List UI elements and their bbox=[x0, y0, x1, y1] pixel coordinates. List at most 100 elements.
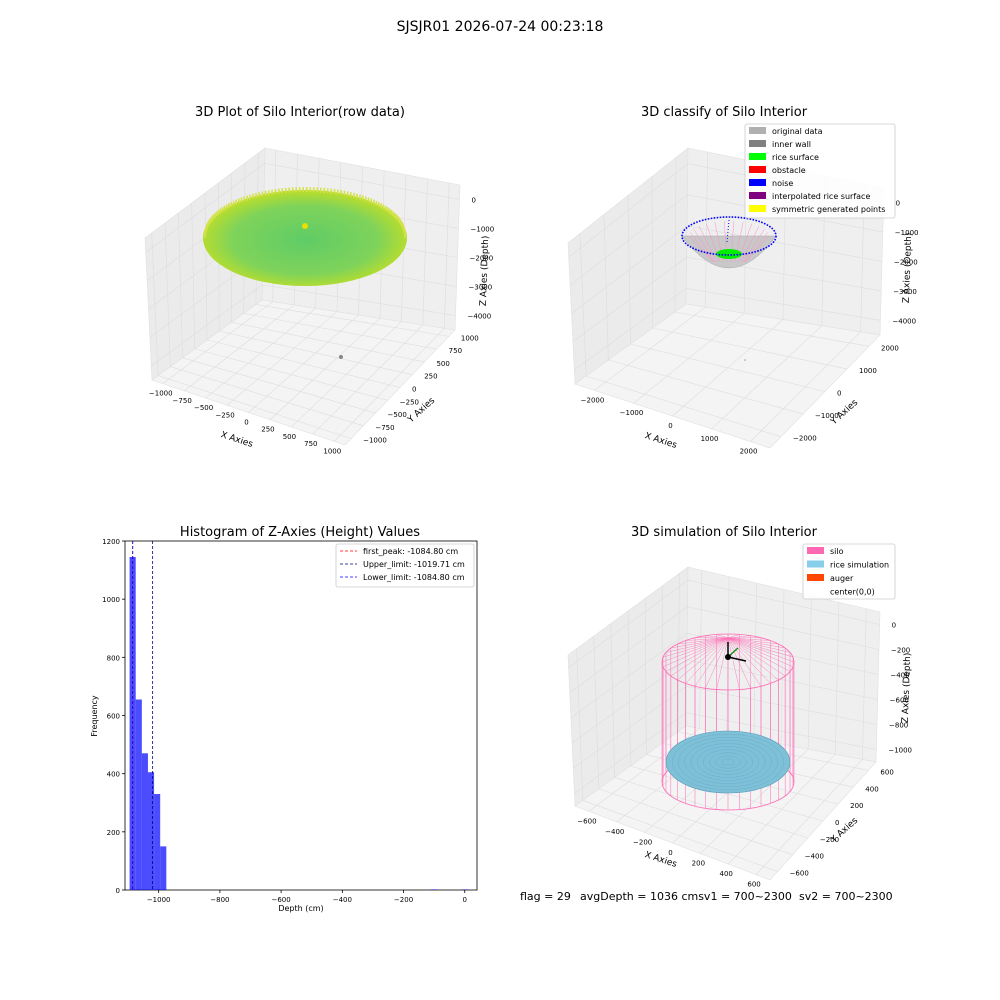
panel4-xtick-label: 0 bbox=[668, 849, 672, 857]
silo-roof-line bbox=[727, 637, 740, 690]
silo-roof-line bbox=[727, 637, 779, 645]
panel4-ygrid bbox=[630, 765, 824, 822]
panel4-ygrid-left bbox=[644, 598, 647, 755]
auger-axis-x bbox=[727, 656, 747, 662]
histogram-xtick-label: −600 bbox=[271, 896, 290, 904]
panel4-xtick-label: 200 bbox=[692, 860, 705, 868]
silo-roof-line bbox=[662, 637, 729, 668]
panel4-legend-box bbox=[802, 543, 896, 600]
legend-swatch bbox=[807, 574, 824, 581]
panel4-ygrid-left bbox=[610, 623, 615, 778]
rice-mesh-ring bbox=[678, 737, 778, 788]
panel4-zgrid bbox=[574, 712, 877, 794]
panel4-xgrid-back bbox=[834, 602, 840, 755]
panel4-ygrid-left bbox=[593, 636, 600, 789]
rice-mesh-ring bbox=[690, 743, 766, 781]
panel1-ygrid bbox=[255, 304, 449, 337]
panel3-axes-frame bbox=[124, 540, 478, 891]
panel-raw-data: 3D Plot of Silo Interior(row data) −1000… bbox=[144, 105, 494, 455]
panel2-xtick-label: 2000 bbox=[740, 448, 758, 456]
rice-mesh-ring bbox=[672, 733, 785, 791]
legend-label: rice surface bbox=[772, 153, 819, 162]
silo-roof-line bbox=[670, 637, 729, 649]
panel1-xtick-label: 750 bbox=[304, 440, 317, 448]
silo-roof-line bbox=[662, 637, 729, 658]
silo-roof-line bbox=[727, 637, 771, 684]
panel4-rice-mesh bbox=[672, 733, 785, 791]
panel2-stray-point bbox=[744, 359, 746, 361]
panel2-ztick-label: −1000 bbox=[895, 229, 919, 237]
legend-label: auger bbox=[830, 574, 854, 583]
panel4-rice-simulation bbox=[665, 730, 791, 794]
panel3-xlabel: Depth (cm) bbox=[278, 904, 323, 913]
panel4-ygrid bbox=[598, 788, 793, 855]
panel4-xlabel: X Axies bbox=[643, 850, 678, 870]
panel4-xgrid-back bbox=[807, 595, 812, 750]
legend-label: Lower_limit: -1084.80 cm bbox=[363, 573, 465, 582]
histogram-ytick-label: 1000 bbox=[102, 596, 120, 604]
panel2-zgrid bbox=[574, 288, 881, 371]
panel4-legend: silo rice simulation auger center(0,0) bbox=[802, 543, 896, 600]
panel4-title: 3D simulation of Silo Interior bbox=[631, 525, 818, 540]
histogram-bar bbox=[160, 846, 167, 890]
panel2-ytick-label: −1000 bbox=[815, 412, 839, 420]
silo-roof-line bbox=[727, 637, 791, 653]
legend-label: center(0,0) bbox=[830, 588, 875, 597]
rice-mesh-ring bbox=[696, 746, 760, 778]
panel2-xtick-label: 0 bbox=[668, 422, 672, 430]
panel2-ygrid bbox=[630, 343, 826, 392]
silo-roof-line bbox=[677, 637, 729, 645]
panel4-ztick-label: −600 bbox=[890, 697, 909, 705]
histogram-bar bbox=[154, 794, 161, 890]
flag-text: flag = 29 bbox=[520, 890, 571, 903]
panel1-ygrid bbox=[170, 366, 364, 427]
panel2-zlabel: Z Axies (Depth) bbox=[902, 233, 914, 304]
panel4-ytick-label: −400 bbox=[805, 853, 824, 861]
panel1-ztick-label: −3000 bbox=[469, 284, 493, 292]
histogram-ytick-label: 800 bbox=[107, 654, 120, 662]
panel2-ztick-label: −2000 bbox=[894, 259, 918, 267]
silo-roof-line bbox=[665, 637, 729, 672]
panel2-grid bbox=[568, 151, 884, 442]
legend-swatch bbox=[749, 192, 766, 199]
panel1-xtick-label: −500 bbox=[194, 404, 213, 412]
legend-label: rice simulation bbox=[830, 561, 889, 570]
panel-histogram: Histogram of Z-Axies (Height) Values −10… bbox=[90, 525, 478, 913]
panel1-ygrid bbox=[194, 348, 388, 401]
panel4-ztick-label: −400 bbox=[890, 672, 909, 680]
panel3-title: Histogram of Z-Axies (Height) Values bbox=[180, 525, 420, 540]
histogram-xtick-label: −200 bbox=[394, 896, 413, 904]
panel2-wall-line bbox=[698, 225, 718, 263]
panel2-wall-line bbox=[742, 228, 765, 263]
rice-mesh-ring bbox=[709, 752, 747, 772]
panel1-ygrid bbox=[219, 330, 413, 376]
silo-roof-line bbox=[727, 637, 794, 668]
panel2-wall-line bbox=[744, 235, 770, 263]
panel4-zlabel: Z Axies (Depth) bbox=[901, 653, 913, 724]
panel3-legend: first_peak: -1084.80 cm Upper_limit: -101… bbox=[335, 543, 475, 588]
panel1-ztick-label: −4000 bbox=[468, 313, 492, 321]
silo-roof-line bbox=[727, 635, 751, 639]
panel1-zgrid bbox=[151, 284, 456, 367]
avg-depth-text: avgDepth = 1036 cmsv1 = 700~2300 bbox=[580, 890, 792, 903]
panel4-ztick-label: −800 bbox=[889, 722, 908, 730]
panel2-xtick-label: 1000 bbox=[701, 435, 719, 443]
panel4-xtick-label: −200 bbox=[633, 838, 652, 846]
legend-label: inner wall bbox=[772, 140, 811, 149]
legend-swatch bbox=[807, 587, 824, 595]
histogram-ytick-label: 400 bbox=[107, 771, 120, 779]
panel1-ytick-label: −1000 bbox=[363, 437, 387, 445]
silo-roof-line bbox=[677, 637, 729, 681]
panel2-wall-line bbox=[744, 232, 769, 263]
panel1-ytick-label: 0 bbox=[412, 386, 416, 394]
histogram-xtick-label: −400 bbox=[333, 896, 352, 904]
panel2-ytick-label: 1000 bbox=[859, 367, 877, 375]
panel1-pane-floor bbox=[151, 299, 456, 446]
silo-roof-line bbox=[727, 637, 794, 658]
legend-swatch bbox=[749, 166, 766, 173]
histogram-bar bbox=[461, 889, 468, 890]
panel2-wall-line bbox=[740, 225, 760, 263]
panel2-xtick-label: −2000 bbox=[581, 396, 605, 404]
histogram-bar bbox=[431, 889, 438, 890]
panel4-ytick-label: 200 bbox=[850, 802, 863, 810]
